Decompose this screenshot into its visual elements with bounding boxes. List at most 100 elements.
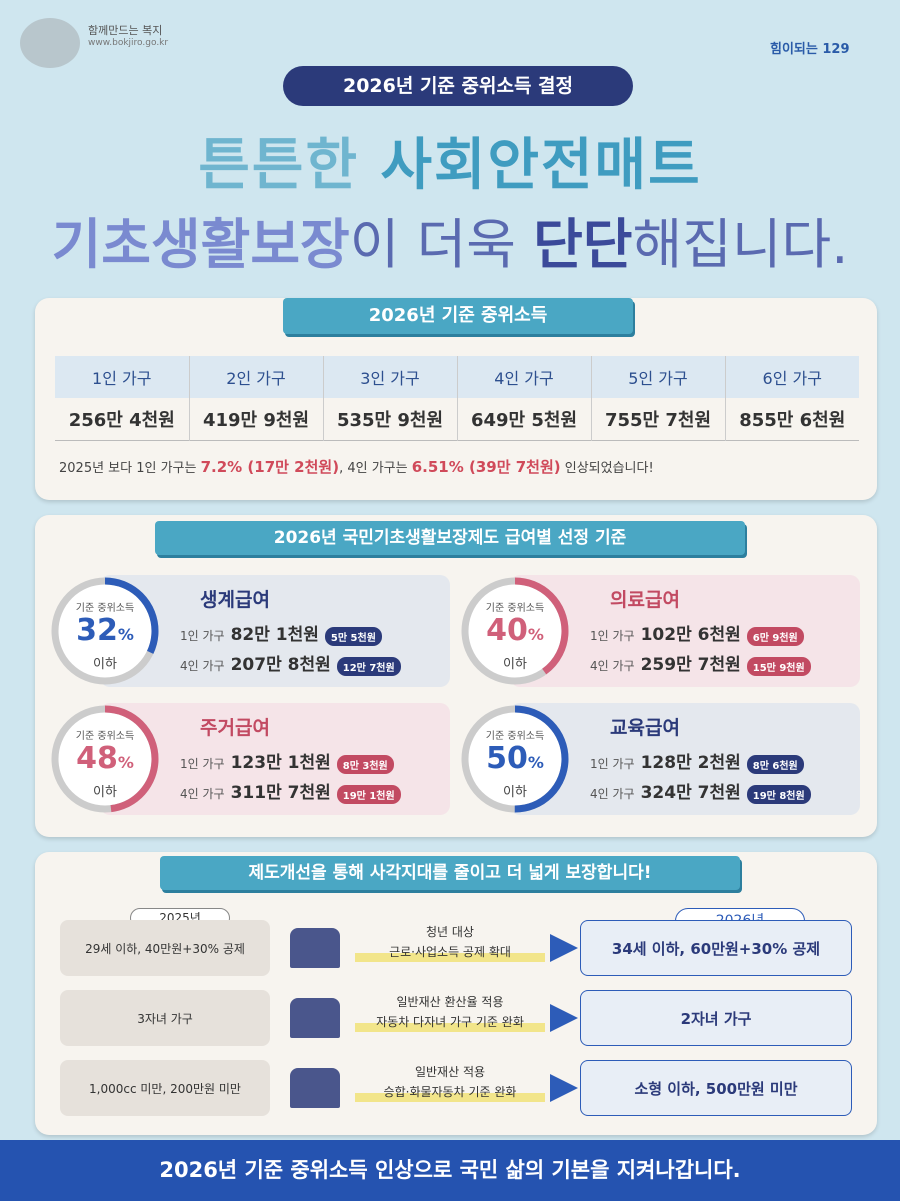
benefit-row: 1인 가구 128만 2천원 8만 6천원 [590, 748, 804, 774]
household: 4인 가구 [590, 659, 635, 673]
note-text: 7.2% (17만 2천원) [200, 458, 340, 476]
household: 1인 가구 [180, 629, 225, 643]
note-text: 2025년 보다 1인 가구는 [59, 461, 201, 476]
change-detail: 승합·화물자동차 기준 완화 [355, 1082, 545, 1102]
gauge-value: 48% [45, 741, 165, 776]
benefit-row: 4인 가구 259만 7천원 15만 9천원 [590, 650, 811, 676]
median-table: 1인 가구 2인 가구 3인 가구 4인 가구 5인 가구 6인 가구 256만 4천원 4… [55, 356, 859, 441]
pin [20, 18, 80, 68]
note-text: , 4인 가구는 [339, 461, 412, 476]
headline-1: 튼튼한 사회안전매트 [0, 120, 900, 201]
gauge-below: 이하 [503, 785, 527, 800]
benefit-row: 4인 가구 207만 8천원 12만 7천원 [180, 650, 401, 676]
header-cell: 4인 가구 [456, 356, 591, 398]
header-cell: 3인 가구 [322, 356, 457, 398]
gauge [51, 705, 159, 813]
header-cell: 2인 가구 [188, 356, 323, 398]
change-detail: 근로·사업소득 공제 확대 [355, 942, 545, 962]
change-detail: 자동차 다자녀 가구 기준 완화 [355, 1012, 545, 1032]
before-box: 3자녀 가구 [60, 990, 270, 1046]
headline-text: 이 더욱 [349, 213, 534, 276]
program-name: 생계급여 [200, 589, 270, 611]
percent-unit: % [527, 753, 544, 772]
amount: 259만 7천원 [640, 655, 741, 675]
amount: 82만 1천원 [230, 625, 319, 645]
gauge-arc [51, 577, 159, 685]
logo-right: 힘이되는 129 [770, 42, 850, 57]
amount-cell: 649만 5천원 [456, 398, 591, 440]
amount-row: 256만 4천원 419만 9천원 535만 9천원 649만 5천원 755만 7천원… [55, 398, 859, 440]
after-box: 34세 이하, 60만원+30% 공제 [580, 920, 852, 976]
gauge-value: 32% [45, 613, 165, 648]
percent: 48 [76, 741, 118, 776]
percent-unit: % [117, 753, 134, 772]
headline-text: 단단 [533, 213, 633, 276]
headline-text: 튼튼한 [198, 133, 381, 198]
benefit-row: 1인 가구 102만 6천원 6만 9천원 [590, 620, 804, 646]
benefit-row: 4인 가구 311만 7천원 19만 1천원 [180, 778, 401, 804]
after-box: 2자녀 가구 [580, 990, 852, 1046]
benefit-row: 4인 가구 324만 7천원 19만 8천원 [590, 778, 811, 804]
amount: 311만 7천원 [230, 783, 331, 803]
change-title: 청년 대상 [426, 925, 474, 939]
note-text: 6.51% (39만 7천원) [411, 458, 561, 476]
percent: 40 [486, 613, 528, 648]
benefit-row: 1인 가구 123만 1천원 8만 3천원 [180, 748, 394, 774]
after-box: 소형 이하, 500만원 미만 [580, 1060, 852, 1116]
gauge-label: 기준 중위소득 [75, 731, 135, 742]
increase: 15만 9천원 [746, 657, 811, 676]
amount: 207만 8천원 [230, 655, 331, 675]
household: 4인 가구 [180, 787, 225, 801]
change-title: 일반재산 환산율 적용 [396, 995, 504, 1009]
arrow [550, 1074, 578, 1102]
icon [290, 998, 340, 1038]
household: 4인 가구 [590, 787, 635, 801]
improve-panel: 제도개선을 통해 사각지대를 줄이고 더 넓게 보장합니다! 2025년 202… [35, 852, 877, 1135]
household: 1인 가구 [590, 629, 635, 643]
gauge-label: 기준 중위소득 [485, 603, 545, 614]
gauge-arc [51, 705, 159, 813]
gauge-below: 이하 [93, 785, 117, 800]
gauge [461, 577, 569, 685]
footer: 2026년 기준 중위소득 인상으로 국민 삶의 기본을 지켜나갑니다. [0, 1140, 900, 1201]
gauge [51, 577, 159, 685]
household: 4인 가구 [180, 659, 225, 673]
headline-text: 기초생활보장 [51, 213, 350, 276]
logo-url: www.bokjiro.go.kr [88, 38, 169, 48]
amount-cell: 256만 4천원 [68, 409, 175, 431]
note-text: 인상되었습니다! [560, 461, 654, 476]
household: 1인 가구 [180, 757, 225, 771]
percent-unit: % [117, 625, 134, 644]
gauge-arc [461, 705, 569, 813]
increase: 6만 9천원 [746, 627, 804, 646]
header-cell: 6인 가구 [724, 356, 859, 398]
before-box: 1,000cc 미만, 200만원 미만 [60, 1060, 270, 1116]
gauge-arc [461, 577, 569, 685]
benefits-panel: 2026년 국민기초생활보장제도 급여별 선정 기준 기준 중위소득 32% 이하 생… [35, 515, 877, 837]
before-box: 29세 이하, 40만원+30% 공제 [60, 920, 270, 976]
header-row: 1인 가구 2인 가구 3인 가구 4인 가구 5인 가구 6인 가구 [55, 356, 859, 398]
gauge-value: 40% [455, 613, 575, 648]
icon [290, 928, 340, 968]
increase: 19만 8천원 [746, 785, 811, 804]
banner: 2026년 기준 중위소득 결정 [283, 66, 633, 106]
gauge-label: 기준 중위소득 [485, 731, 545, 742]
headline-2: 기초생활보장이 더욱 단단해집니다. [0, 200, 900, 279]
amount: 128만 2천원 [640, 753, 741, 773]
amount-cell: 419만 9천원 [188, 398, 323, 440]
header-cell: 1인 가구 [92, 369, 152, 388]
amount: 123만 1천원 [230, 753, 331, 773]
amount: 102만 6천원 [640, 625, 741, 645]
program-name: 교육급여 [610, 717, 680, 739]
gauge [461, 705, 569, 813]
amount-cell: 535만 9천원 [322, 398, 457, 440]
icon [290, 1068, 340, 1108]
amount-cell: 755만 7천원 [590, 398, 725, 440]
benefit-row: 1인 가구 82만 1천원 5만 5천원 [180, 620, 382, 646]
program-name: 주거급여 [200, 717, 270, 739]
gauge-value: 50% [455, 741, 575, 776]
increase: 19만 1천원 [336, 785, 401, 804]
arrow [550, 934, 578, 962]
